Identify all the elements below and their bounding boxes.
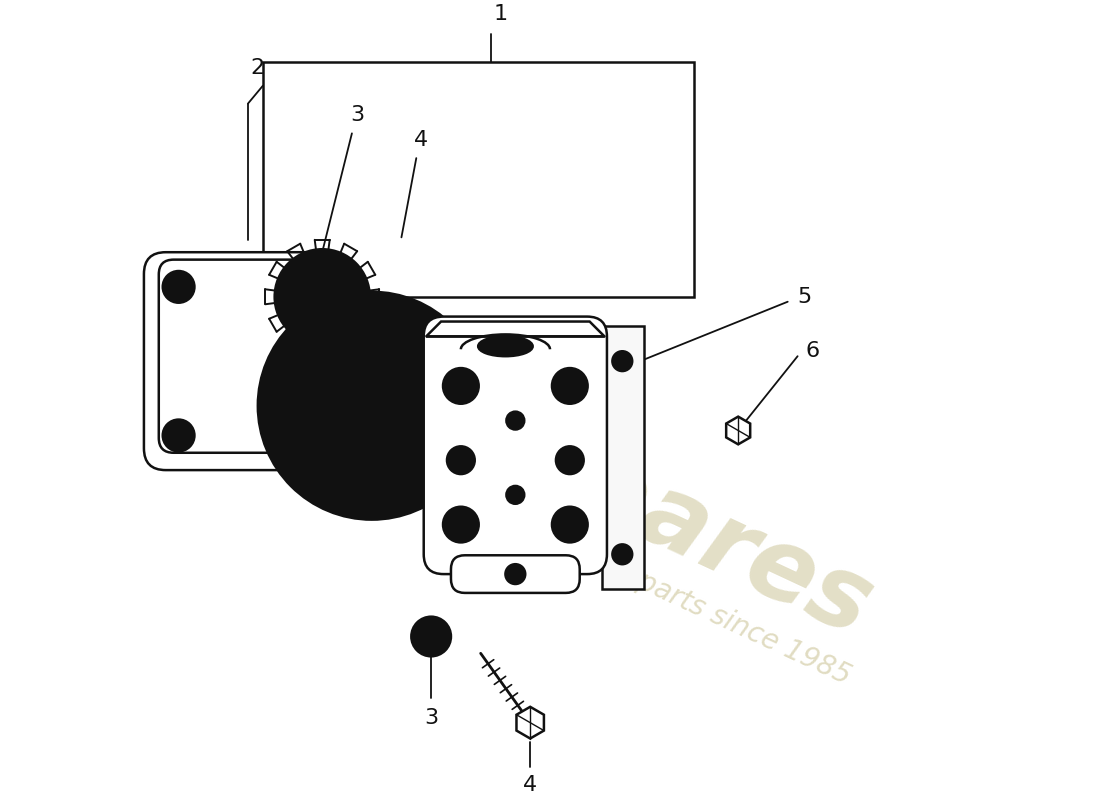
Text: 4: 4: [524, 775, 537, 795]
Text: 3: 3: [425, 708, 438, 728]
Text: a passion for parts since 1985: a passion for parts since 1985: [463, 487, 855, 690]
Circle shape: [454, 454, 467, 466]
Circle shape: [505, 564, 525, 584]
Text: 4: 4: [415, 130, 428, 150]
Circle shape: [163, 419, 195, 451]
Circle shape: [411, 617, 451, 656]
Circle shape: [443, 368, 478, 404]
Circle shape: [301, 271, 333, 302]
Circle shape: [613, 544, 632, 564]
Text: 2: 2: [251, 58, 265, 78]
Circle shape: [617, 356, 627, 366]
Circle shape: [506, 486, 525, 504]
Circle shape: [453, 517, 469, 533]
Circle shape: [163, 271, 195, 302]
Circle shape: [301, 419, 333, 451]
Ellipse shape: [478, 336, 532, 356]
Circle shape: [293, 267, 352, 326]
Circle shape: [562, 517, 578, 533]
Polygon shape: [603, 326, 645, 589]
Circle shape: [309, 279, 326, 294]
Circle shape: [506, 412, 525, 430]
Polygon shape: [263, 62, 694, 297]
Polygon shape: [426, 322, 605, 336]
Circle shape: [424, 629, 439, 645]
Circle shape: [563, 454, 576, 466]
Circle shape: [453, 378, 469, 394]
Circle shape: [552, 368, 587, 404]
Circle shape: [170, 279, 187, 294]
Circle shape: [309, 427, 326, 443]
Text: eurospares: eurospares: [273, 302, 887, 658]
Polygon shape: [726, 417, 750, 444]
Circle shape: [552, 506, 587, 542]
Circle shape: [562, 378, 578, 394]
Circle shape: [447, 446, 475, 474]
Text: 1: 1: [494, 5, 507, 25]
Text: 3: 3: [350, 106, 364, 126]
PathPatch shape: [158, 260, 337, 453]
Circle shape: [617, 550, 627, 559]
Circle shape: [443, 506, 478, 542]
Circle shape: [613, 351, 632, 371]
Text: 6: 6: [805, 342, 820, 362]
Circle shape: [556, 446, 584, 474]
Circle shape: [275, 250, 370, 344]
Circle shape: [170, 427, 187, 443]
Circle shape: [257, 292, 485, 520]
PathPatch shape: [424, 317, 607, 574]
PathPatch shape: [451, 555, 580, 593]
Polygon shape: [517, 707, 543, 738]
Text: 5: 5: [798, 286, 812, 306]
PathPatch shape: [144, 252, 352, 470]
